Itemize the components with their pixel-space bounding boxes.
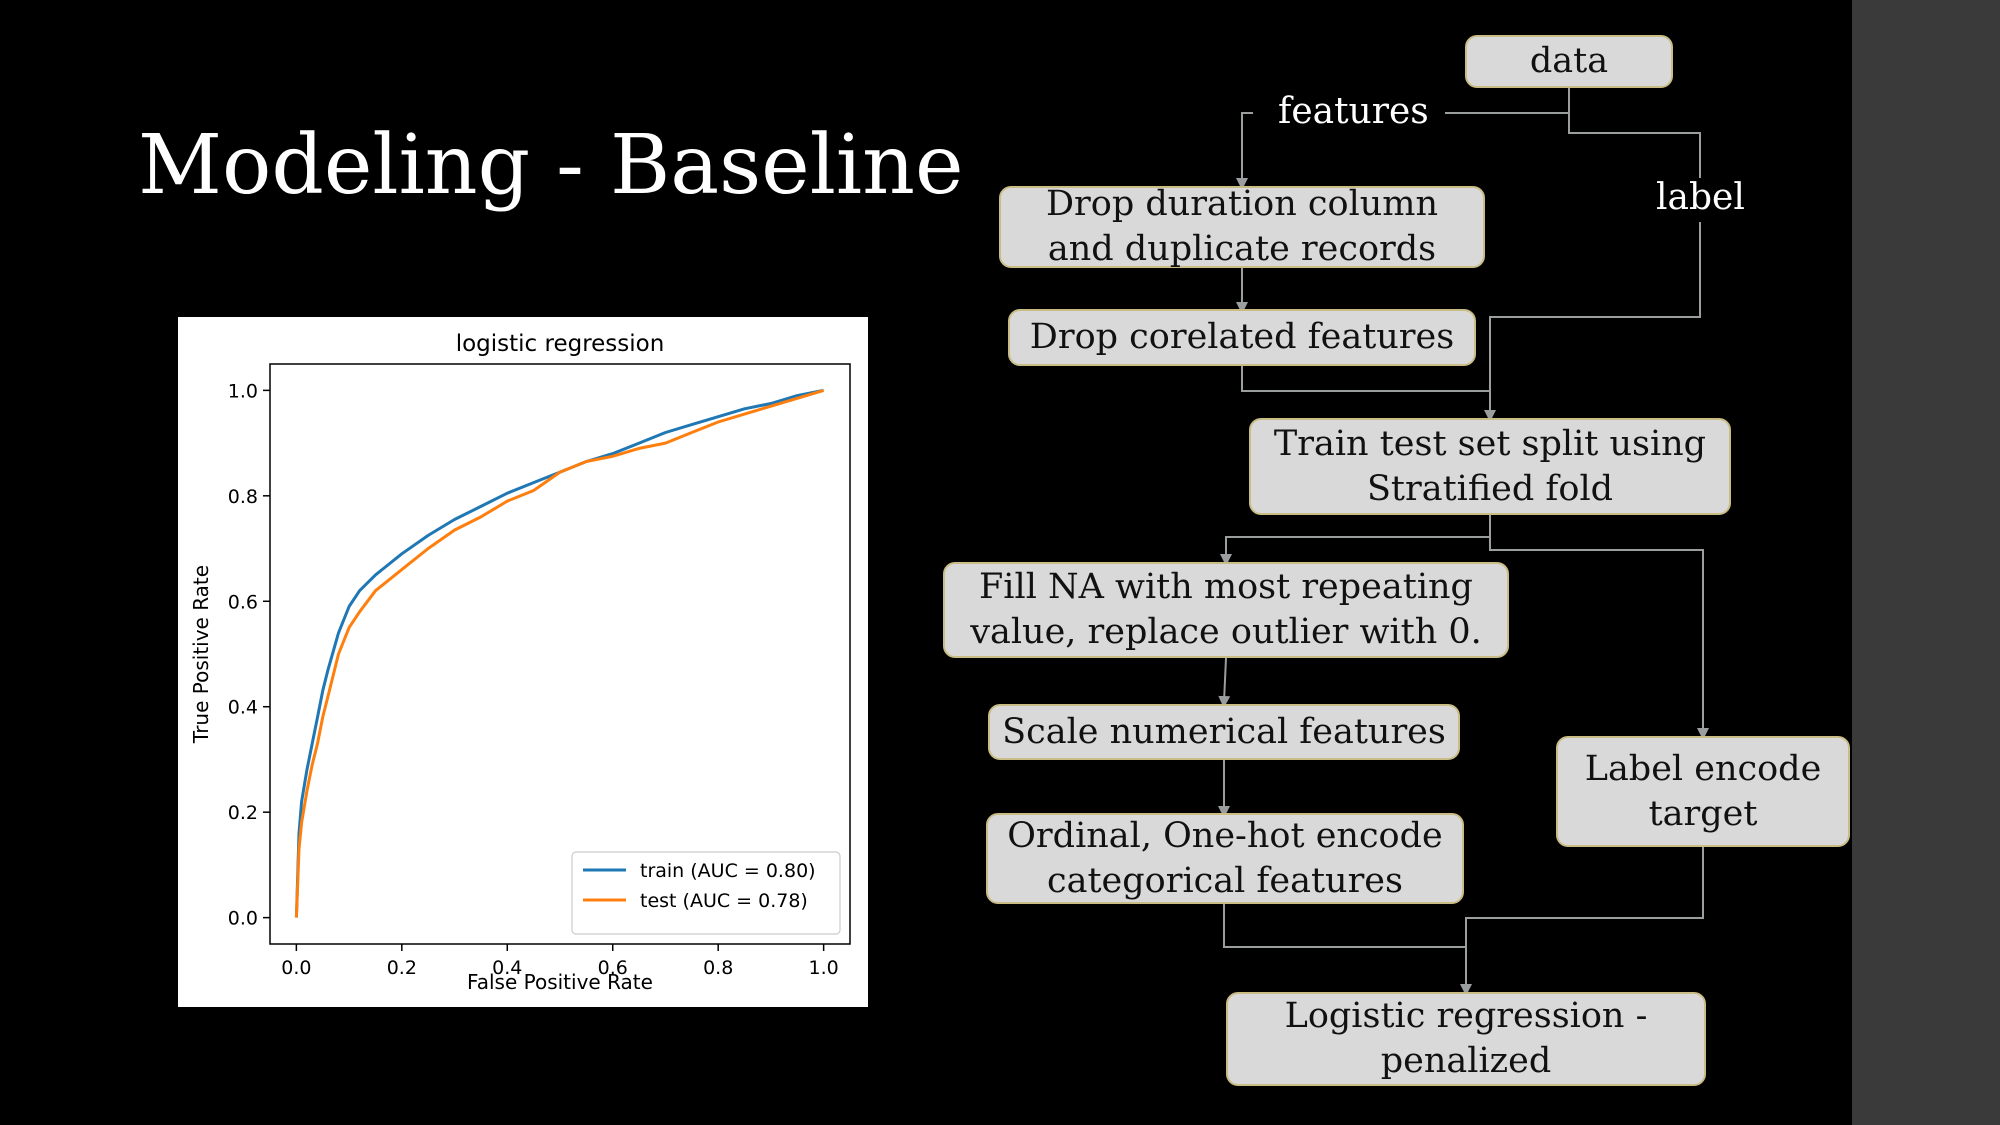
x-tick-label: 0.6 <box>598 957 628 979</box>
logistic-regression-node: Logistic regression - penalized <box>1226 992 1706 1086</box>
data-node: data <box>1465 35 1673 88</box>
slide-title: Modeling - Baseline <box>138 118 964 213</box>
connector-features-to-drop-duration <box>1236 112 1253 190</box>
connector-fill-na-to-scale <box>1218 657 1231 708</box>
connector-encode-to-model <box>1223 904 1466 948</box>
train-roc-line <box>294 388 824 918</box>
legend-entry-test: test (AUC = 0.78) <box>640 890 808 912</box>
connector-data-to-features <box>1445 88 1570 114</box>
encode-categorical-node: Ordinal, One-hot encode categorical feat… <box>986 813 1464 904</box>
train-test-split-node: Train test set split using Stratified fo… <box>1249 418 1731 515</box>
connector-data-to-label <box>1568 113 1701 178</box>
x-axis-ticks: 0.0 0.2 0.4 0.6 0.8 1.0 <box>281 944 839 979</box>
connector-split-to-fill-na <box>1220 515 1491 566</box>
roc-chart: logistic regression 0.0 0.2 0.4 0.6 0.8 1.0 0… <box>178 317 868 1007</box>
roc-chart-svg: logistic regression 0.0 0.2 0.4 0.6 0.8 1.0 0… <box>189 331 851 994</box>
test-roc-line <box>294 388 825 918</box>
scale-node: Scale numerical features <box>988 704 1460 760</box>
connector-label-to-split <box>1484 222 1701 422</box>
series-lines <box>294 388 825 918</box>
label-label: label <box>1648 180 1753 216</box>
connector-drop-correlated-to-split <box>1241 366 1490 392</box>
x-axis-label: False Positive Rate <box>467 970 653 994</box>
y-axis-label: True Positive Rate <box>189 565 213 744</box>
x-tick-label: 0.8 <box>703 957 733 979</box>
slide: Modeling - Baseline logistic regression … <box>138 35 1850 1086</box>
x-tick-label: 1.0 <box>809 957 839 979</box>
fill-na-node: Fill NA with most repeating value, repla… <box>943 562 1509 658</box>
y-tick-label: 0.0 <box>228 908 258 930</box>
side-panel <box>1852 0 2000 1125</box>
y-tick-label: 1.0 <box>228 380 258 402</box>
chart-legend: train (AUC = 0.80) test (AUC = 0.78) <box>571 851 841 935</box>
features-label: features <box>1270 94 1437 130</box>
plot-frame <box>269 363 851 945</box>
legend-frame <box>571 851 841 935</box>
x-tick-label: 0.0 <box>281 957 311 979</box>
drop-duration-node: Drop duration column and duplicate recor… <box>999 184 1485 269</box>
y-tick-label: 0.6 <box>228 591 258 613</box>
label-encode-node: Label encode target <box>1556 736 1850 847</box>
y-tick-label: 0.4 <box>228 697 258 719</box>
y-axis-ticks: 0.0 0.2 0.4 0.6 0.8 1.0 <box>228 380 270 930</box>
x-tick-label: 0.4 <box>492 957 522 979</box>
connector-split-to-label-encode <box>1489 537 1709 740</box>
drop-correlated-node: Drop corelated features <box>1008 309 1476 366</box>
y-tick-label: 0.2 <box>228 802 258 824</box>
chart-title: logistic regression <box>456 331 665 357</box>
y-tick-label: 0.8 <box>228 486 258 508</box>
x-tick-label: 0.2 <box>387 957 417 979</box>
legend-entry-train: train (AUC = 0.80) <box>640 860 816 882</box>
connector-label-encode-to-model <box>1460 847 1704 996</box>
